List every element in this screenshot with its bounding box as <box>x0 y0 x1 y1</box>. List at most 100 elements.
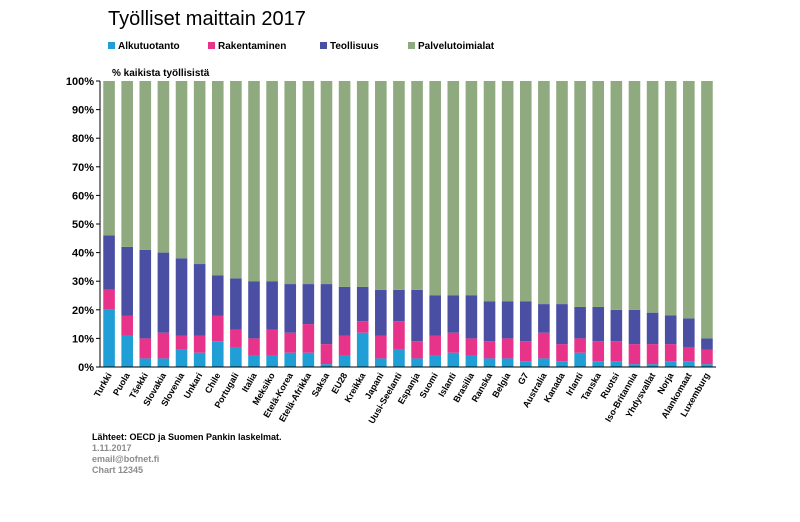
chart-title: Työlliset maittain 2017 <box>108 8 306 30</box>
bar-segment <box>411 341 423 359</box>
bar-segment <box>266 81 278 282</box>
bar-segment <box>139 249 152 339</box>
y-tick-label: 30% <box>72 276 94 288</box>
bar-segment <box>411 81 423 290</box>
bar-segment <box>230 329 242 347</box>
bar-segment <box>538 81 550 305</box>
bar-segment <box>465 295 478 339</box>
bar-segment <box>447 332 460 353</box>
y-tick-label: 100% <box>66 76 94 88</box>
bar-segment <box>465 338 478 356</box>
bar-segment <box>139 358 152 367</box>
bar-segment <box>193 352 206 367</box>
bar-segment <box>356 332 369 367</box>
bar-segment <box>121 81 133 247</box>
bar-segment <box>248 81 260 282</box>
bar-segment <box>683 361 695 367</box>
legend-swatch <box>208 42 215 49</box>
bar-segment <box>556 344 568 362</box>
bar-segment <box>701 81 713 339</box>
legend-item: Teollisuus <box>320 41 379 52</box>
y-tick-label: 80% <box>72 133 94 145</box>
bar-segment <box>302 324 315 353</box>
bar-segment <box>411 289 423 342</box>
date-note: 1.11.2017 <box>92 443 132 453</box>
bar-segment <box>628 309 641 345</box>
bar-segment <box>610 341 623 362</box>
bar-segment <box>538 358 550 367</box>
bar-segment <box>556 81 568 305</box>
bar-segment <box>483 341 496 359</box>
bar-segment <box>211 275 224 316</box>
bar-segment <box>375 335 387 359</box>
legend-label: Teollisuus <box>330 41 379 52</box>
legend-swatch <box>320 42 327 49</box>
bar-segment <box>628 344 641 365</box>
bar-segment <box>556 304 568 345</box>
bar-segment <box>646 344 659 365</box>
bar-segment <box>248 355 260 367</box>
bar-segment <box>592 361 605 367</box>
bar-segment <box>393 81 405 290</box>
bar-segment <box>356 321 369 333</box>
bar-segment <box>103 81 115 236</box>
bar-segment <box>574 352 586 367</box>
bar-segment <box>683 318 695 347</box>
bar-segment <box>284 81 297 285</box>
bar-segment <box>338 355 351 367</box>
bar-segment <box>483 358 496 367</box>
bar-segment <box>175 335 188 350</box>
bar-segment <box>393 289 405 322</box>
bar-segment <box>556 361 568 367</box>
bar-segment <box>139 338 152 359</box>
bar-segment <box>284 284 297 333</box>
bar-segment <box>375 81 387 290</box>
bar-segment <box>628 81 641 310</box>
y-tick-label: 10% <box>72 333 94 345</box>
x-tick-label: Belgia <box>490 370 513 399</box>
y-tick-label: 20% <box>72 305 94 317</box>
legend-label: Palvelutoimialat <box>418 41 495 52</box>
bar-segment <box>519 341 532 362</box>
bar-segment <box>501 358 514 367</box>
legend-item: Palvelutoimialat <box>408 41 494 52</box>
bar-segment <box>157 81 170 253</box>
bar-segment <box>121 335 133 367</box>
legend-label: Alkutuotanto <box>118 41 180 52</box>
bar-segment <box>610 361 623 367</box>
bar-segment <box>320 364 333 367</box>
bar-segment <box>175 258 188 336</box>
y-axis-label: % kaikista työllisistä <box>112 68 210 79</box>
bar-segment <box>393 349 405 367</box>
bar-segment <box>175 349 188 367</box>
bar-segment <box>501 301 514 339</box>
bar-segment <box>230 81 242 279</box>
bar-segment <box>356 81 369 287</box>
bar-segment <box>519 81 532 302</box>
bar-segment <box>284 352 297 367</box>
bar-segment <box>683 346 695 362</box>
bar-segment <box>538 332 550 359</box>
bar-segment <box>338 335 351 356</box>
bar-segment <box>157 358 170 367</box>
bar-segment <box>701 338 713 350</box>
bar-segment <box>538 304 550 333</box>
y-tick-label: 60% <box>72 190 94 202</box>
bar-segment <box>429 335 441 356</box>
bar-segment <box>338 286 351 336</box>
y-tick-label: 50% <box>72 219 94 231</box>
y-tick-label: 90% <box>72 105 94 117</box>
bar-segment <box>574 338 586 353</box>
bar-segment <box>103 289 115 310</box>
bar-segment <box>447 295 460 333</box>
bar-segment <box>375 289 387 336</box>
bar-segment <box>230 278 242 330</box>
x-tick-label: Suomi <box>417 371 439 400</box>
x-tick-label: Saksa <box>310 370 332 398</box>
bar-segment <box>393 321 405 350</box>
bar-segment <box>302 81 315 285</box>
bar-segment <box>193 81 206 265</box>
x-tick-label: G7 <box>516 371 531 386</box>
chart-footer: Lähteet: OECD ja Suomen Pankin laskelmat… <box>92 432 282 476</box>
